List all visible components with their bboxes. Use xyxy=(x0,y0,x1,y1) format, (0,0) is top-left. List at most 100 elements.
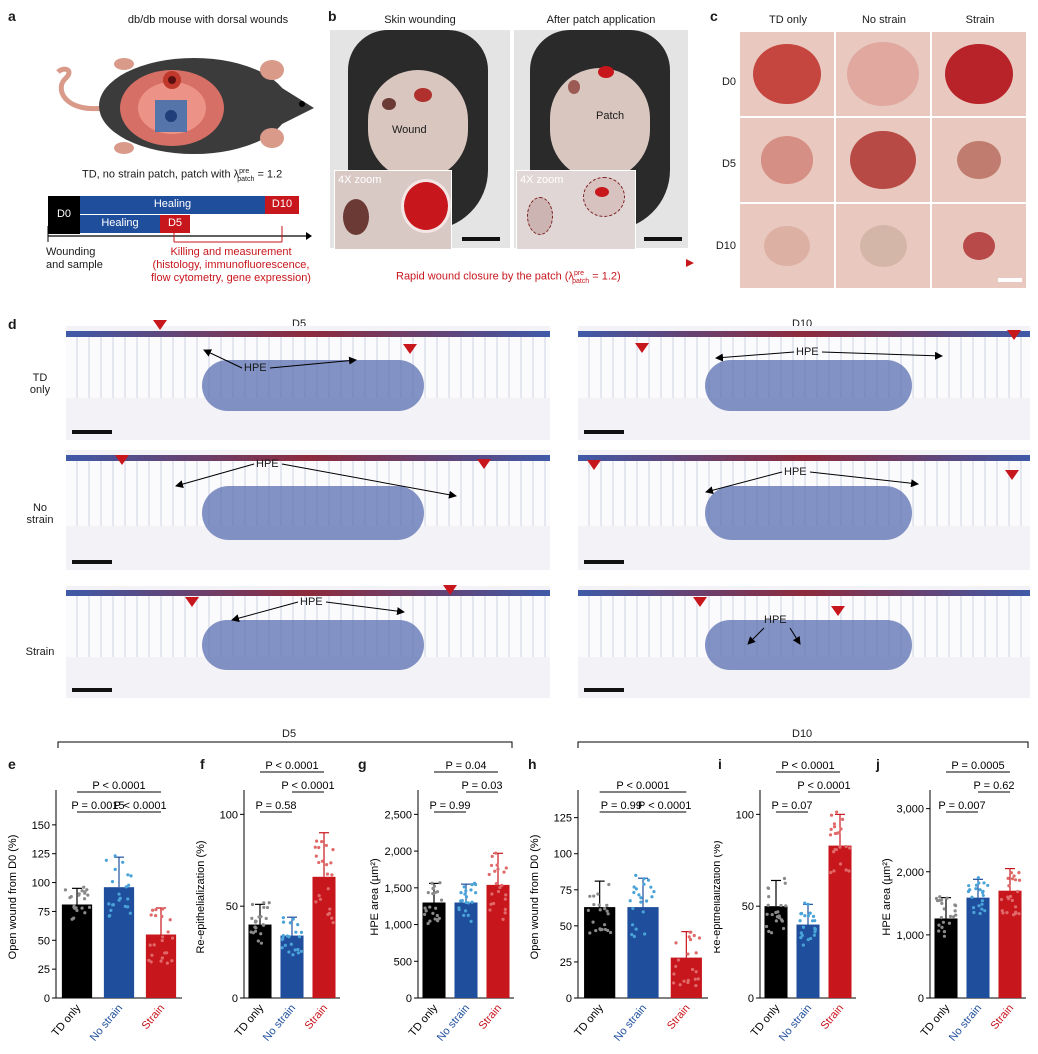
data-point xyxy=(250,902,255,907)
bar xyxy=(454,902,478,998)
hpe-marker-triangle xyxy=(587,460,601,470)
timeline-axis xyxy=(47,226,312,243)
data-point xyxy=(320,839,324,844)
data-point xyxy=(690,967,695,972)
data-point xyxy=(69,894,73,899)
data-point xyxy=(289,942,293,946)
category-label: Strain xyxy=(140,1002,168,1032)
data-point xyxy=(470,883,474,887)
wounding-caption: Wounding and sample xyxy=(46,246,103,272)
data-point xyxy=(829,827,833,831)
data-point xyxy=(152,943,156,947)
wound-photo xyxy=(740,118,834,202)
hpe-marker-triangle xyxy=(153,320,167,330)
data-point xyxy=(490,854,494,858)
data-point xyxy=(832,822,836,826)
data-point xyxy=(170,959,174,963)
data-point xyxy=(630,933,634,937)
panel-d-row-0: TD only xyxy=(29,372,51,396)
data-point xyxy=(766,903,770,907)
hpe-marker-triangle xyxy=(403,344,417,354)
data-point xyxy=(937,923,941,927)
data-point xyxy=(798,919,802,923)
data-point xyxy=(847,869,851,873)
data-point xyxy=(165,961,169,965)
data-point xyxy=(808,911,812,915)
data-point xyxy=(942,934,947,938)
data-point xyxy=(643,932,647,936)
wound-photo xyxy=(740,204,834,288)
wound-photo-grid xyxy=(740,32,1028,288)
data-point xyxy=(780,919,784,923)
data-point xyxy=(839,827,843,831)
data-point xyxy=(262,901,266,905)
data-point xyxy=(264,916,268,921)
data-point xyxy=(250,916,254,920)
data-point xyxy=(835,831,839,835)
data-point xyxy=(254,926,258,930)
data-point xyxy=(1006,876,1010,881)
mouse-illustration xyxy=(56,58,314,154)
data-point xyxy=(433,917,437,921)
data-point xyxy=(256,939,260,943)
data-point xyxy=(104,858,108,862)
caption-sub: patch xyxy=(572,277,590,285)
data-point xyxy=(967,884,971,888)
data-point xyxy=(941,920,946,924)
data-point xyxy=(431,886,435,891)
y-tick-label: 1,500 xyxy=(384,883,412,895)
panel-a-conditions: TD, no strain patch, patch with λprepatc… xyxy=(82,168,282,183)
data-point xyxy=(502,870,506,874)
histology-section xyxy=(578,450,1030,570)
data-point xyxy=(464,895,469,899)
category-label: TD only xyxy=(233,1002,267,1039)
histology-section xyxy=(578,586,1030,698)
data-point xyxy=(980,907,984,911)
data-point xyxy=(938,898,942,902)
chart-g: 0 500 1,000 1,500 2,000 2,500 HPE area (µm²) TD… xyxy=(369,760,514,1044)
data-point xyxy=(799,936,803,940)
y-axis-label: Re-epithelialization (%) xyxy=(196,840,207,953)
hpe-marker-triangle xyxy=(1005,470,1019,480)
category-label: No strain xyxy=(88,1002,125,1043)
data-point xyxy=(676,958,681,962)
bar xyxy=(828,845,852,998)
data-point xyxy=(806,902,810,906)
y-tick-label: 100 xyxy=(32,878,50,890)
data-point xyxy=(840,817,845,821)
data-point xyxy=(493,869,497,873)
data-point xyxy=(317,894,321,898)
data-point xyxy=(686,980,690,985)
data-point xyxy=(766,886,771,891)
wound-spot xyxy=(957,140,1001,180)
lambda-sup: pre xyxy=(239,168,250,175)
pvalue-label: P < 0.0001 xyxy=(281,780,334,792)
conditions-text: TD, no strain patch, patch with λ xyxy=(82,168,240,181)
data-point xyxy=(1000,909,1004,913)
data-point xyxy=(291,917,295,921)
data-point xyxy=(605,909,609,913)
y-tick-label: 125 xyxy=(32,849,50,861)
data-point xyxy=(1012,913,1016,917)
hpe-boundary-markers xyxy=(115,320,1021,616)
category-label: TD only xyxy=(50,1002,84,1039)
data-point xyxy=(330,873,334,877)
data-point xyxy=(430,881,434,885)
y-tick-label: 0 xyxy=(406,993,412,1005)
data-point xyxy=(424,909,428,913)
zoom-photo-patch xyxy=(516,170,636,250)
data-point xyxy=(324,863,329,867)
data-point xyxy=(161,907,165,911)
chart-h: 0 25 50 75 100 125 Open wound from D0 (%) TD on… xyxy=(529,780,708,1044)
wound-photo xyxy=(932,204,1026,288)
data-point xyxy=(327,911,331,915)
data-point xyxy=(490,892,494,896)
data-point xyxy=(1015,889,1020,894)
data-point xyxy=(1017,871,1021,875)
histology-section xyxy=(66,326,550,440)
group-label-d10: D10 xyxy=(792,728,813,740)
data-point xyxy=(812,933,817,937)
panel-c-col-2: Strain xyxy=(965,14,995,26)
data-point xyxy=(129,874,133,878)
wound-spot xyxy=(945,43,1013,105)
